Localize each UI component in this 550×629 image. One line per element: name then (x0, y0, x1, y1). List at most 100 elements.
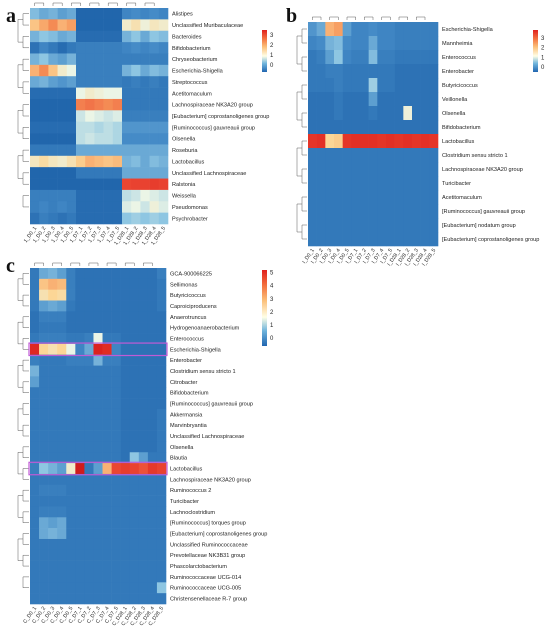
heatmap-cell (39, 463, 49, 475)
heatmap-cell (147, 593, 158, 605)
heatmap-cell (120, 408, 131, 421)
heatmap-cell (30, 278, 40, 290)
heatmap-cell (147, 278, 158, 290)
heatmap-cell (394, 78, 404, 93)
heatmap-cell (138, 430, 149, 442)
heatmap-cell (75, 278, 85, 290)
heatmap-cell (316, 190, 326, 205)
heatmap-cell (403, 190, 413, 205)
heatmap-cell (103, 189, 114, 202)
heatmap-cell (360, 162, 369, 177)
heatmap-cell (66, 365, 76, 377)
heatmap-cell (93, 463, 103, 475)
heatmap-cell (102, 560, 112, 572)
heatmap-cell (111, 333, 121, 345)
heatmap-cell (57, 495, 67, 507)
heatmap-cell (76, 76, 86, 88)
heatmap-cell (75, 538, 85, 551)
heatmap-cell (325, 232, 335, 247)
heatmap-cell (57, 333, 67, 345)
heatmap-cell (103, 53, 114, 66)
heatmap-cell (48, 398, 58, 410)
heatmap-cell (412, 92, 421, 107)
heatmap-cell (93, 549, 103, 561)
heatmap-cell (30, 560, 40, 572)
heatmap-cell (111, 506, 121, 518)
heatmap-cell (48, 506, 58, 518)
heatmap-cell (39, 144, 49, 157)
row-label: Lactobacillus (442, 139, 475, 145)
heatmap-cell (360, 176, 369, 191)
heatmap-cell (129, 343, 140, 356)
heatmap-cell (147, 333, 158, 345)
heatmap-cell (386, 92, 395, 107)
heatmap-cell (156, 441, 167, 453)
heatmap-cell (48, 408, 58, 421)
heatmap-cell (377, 22, 387, 37)
row-label: Turicibacter (170, 499, 199, 505)
heatmap-cell (39, 560, 49, 572)
heatmap-cell (129, 268, 140, 280)
heatmap-cell (57, 593, 67, 605)
heatmap-cell (76, 212, 86, 225)
heatmap-cell (66, 387, 76, 399)
heatmap-cell (360, 22, 369, 37)
heatmap-cell (111, 289, 121, 301)
heatmap-cell (30, 593, 40, 605)
heatmap-cell (76, 133, 86, 145)
heatmap-cell (351, 106, 361, 121)
heatmap-cell (66, 582, 76, 594)
heatmap-cell (403, 92, 413, 107)
heatmap-cell (149, 76, 160, 88)
heatmap-cell (149, 110, 160, 122)
heatmap-cell (30, 155, 40, 168)
heatmap-cell (156, 452, 167, 464)
row-label: Butyricicoccus (170, 293, 206, 299)
heatmap-cell (85, 98, 95, 111)
row-label: Clostridium sensu stricto 1 (170, 369, 236, 375)
heatmap-cell (85, 76, 95, 88)
row-label: Lactobacillus (172, 159, 205, 165)
heatmap-cell (122, 64, 132, 77)
heatmap-cell (48, 528, 58, 540)
heatmap-cell (94, 53, 104, 66)
heatmap-cell (103, 178, 114, 191)
heatmap-cell (403, 22, 413, 37)
row-label: Bifidobacterium (172, 46, 211, 52)
row-label: Unclassified Ruminococcaceae (170, 542, 248, 548)
heatmap-cell (412, 218, 421, 233)
panel-c-letter: c (6, 255, 15, 277)
heatmap-cell (75, 365, 85, 377)
heatmap-cell (156, 278, 167, 290)
heatmap-cell (429, 204, 439, 219)
heatmap-cell (66, 463, 76, 475)
heatmap-cell (30, 167, 40, 179)
heatmap-cell (149, 212, 160, 225)
heatmap-cell (122, 30, 132, 43)
heatmap-cell (158, 30, 169, 43)
heatmap-cell (368, 120, 378, 135)
heatmap-cell (75, 268, 85, 280)
heatmap-cell (147, 343, 158, 356)
heatmap-cell (102, 495, 112, 507)
heatmap-cell (360, 64, 369, 79)
heatmap-cell (102, 463, 112, 475)
heatmap-cell (112, 178, 123, 191)
heatmap-cell (112, 87, 123, 100)
row-label: Pseudomonas (172, 205, 208, 211)
heatmap-cell (102, 289, 112, 301)
heatmap-cell (138, 517, 149, 529)
heatmap-cell (131, 144, 141, 157)
heatmap-cell (48, 8, 58, 20)
heatmap-cell (48, 64, 58, 77)
heatmap-cell (412, 78, 421, 93)
heatmap-cell (412, 64, 421, 79)
heatmap-cell (316, 78, 326, 93)
heatmap-cell (129, 506, 140, 518)
heatmap-cell (48, 300, 58, 312)
heatmap-cell (129, 300, 140, 312)
heatmap-cell (84, 311, 94, 323)
heatmap-cell (57, 419, 67, 431)
heatmap-cell (103, 42, 114, 54)
heatmap-cell (129, 311, 140, 323)
